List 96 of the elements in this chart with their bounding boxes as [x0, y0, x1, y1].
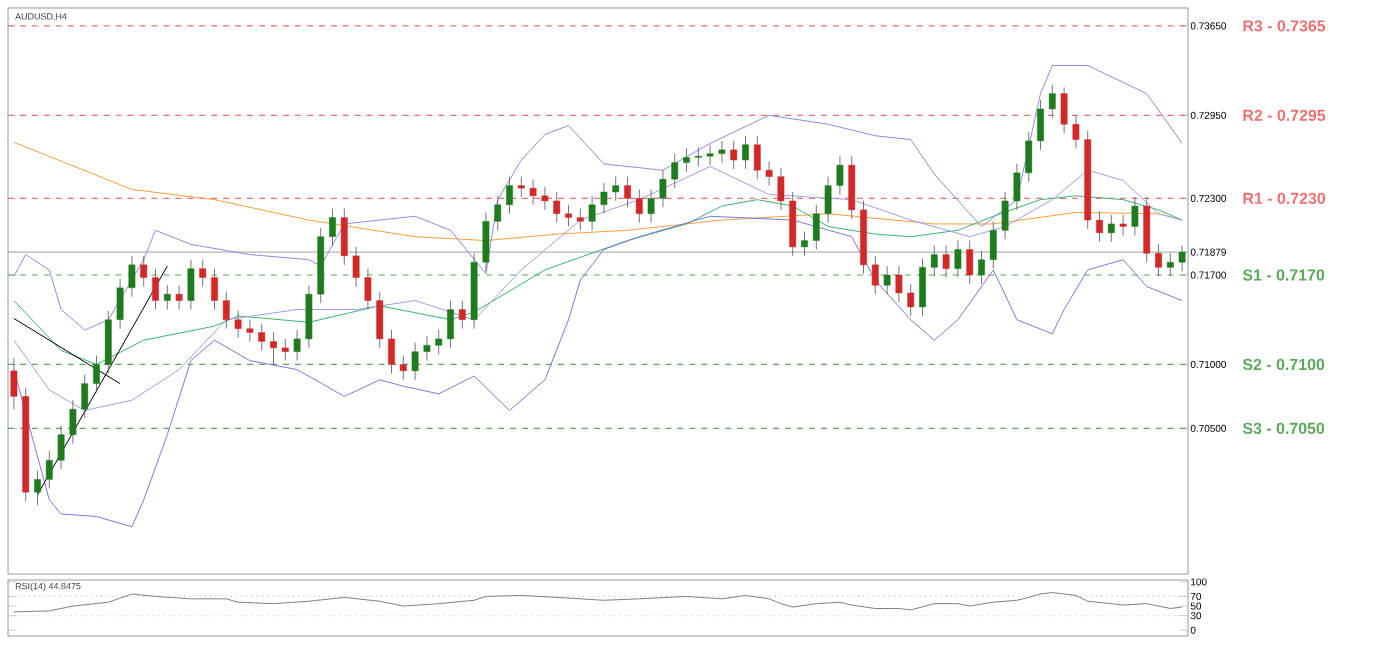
candlestick: [246, 319, 254, 342]
candlestick: [234, 310, 242, 339]
candlestick: [293, 329, 301, 362]
candlestick: [211, 268, 218, 310]
candlestick: [612, 176, 620, 202]
candlestick: [45, 450, 53, 489]
candlestick: [340, 208, 348, 266]
candlestick: [506, 176, 513, 215]
candlestick: [140, 255, 148, 287]
candlestick: [187, 259, 195, 310]
candlestick: [753, 135, 761, 180]
candlestick: [199, 259, 207, 287]
candlestick: [222, 291, 230, 330]
candlestick: [163, 284, 171, 310]
candlestick: [281, 338, 289, 362]
candlestick: [907, 283, 915, 317]
candlestick: [1166, 252, 1174, 277]
candlestick: [1107, 214, 1115, 243]
candlestick: [376, 291, 384, 349]
candlestick: [883, 265, 891, 295]
candlestick: [435, 329, 443, 355]
candlestick: [1048, 84, 1056, 119]
candlestick: [482, 212, 490, 272]
candlestick: [1001, 191, 1009, 240]
candlestick: [848, 155, 856, 220]
candlestick: [270, 332, 277, 365]
candlestick: [352, 246, 360, 287]
candlestick: [954, 240, 962, 278]
candlestick: [565, 204, 572, 227]
candlestick: [494, 195, 502, 231]
candlestick: [411, 342, 419, 381]
candlestick: [706, 144, 714, 166]
candlestick: [364, 268, 372, 310]
candlestick: [104, 310, 112, 374]
candlestick: [57, 425, 65, 470]
candlestick: [258, 323, 266, 351]
candlestick: [152, 268, 159, 310]
candlestick: [871, 255, 879, 295]
candlestick: [10, 357, 18, 410]
candlestick: [942, 245, 950, 278]
candlestick: [388, 329, 395, 374]
candlestick: [447, 300, 454, 349]
candlestick: [93, 355, 100, 393]
candlestick: [423, 335, 431, 362]
candlestick: [128, 255, 136, 298]
candlestick: [812, 204, 820, 250]
candlestick: [647, 189, 655, 224]
candlestick: [69, 399, 77, 445]
candlestick: [1119, 214, 1127, 236]
candlestick: [1037, 99, 1044, 151]
candlestick: [116, 278, 124, 330]
candlestick: [730, 140, 738, 170]
candlestick: [789, 191, 797, 257]
candlestick: [683, 148, 690, 172]
candlestick: [742, 135, 749, 170]
candlestick: [517, 176, 525, 198]
candlestick: [399, 355, 407, 381]
candlestick: [659, 169, 667, 208]
candlestick: [576, 208, 584, 231]
candlestick: [895, 265, 903, 303]
candlestick: [836, 155, 844, 195]
candlestick: [1096, 210, 1103, 243]
candlestick: [824, 176, 832, 224]
candlestick: [600, 182, 608, 215]
candlestick: [1143, 196, 1151, 263]
candlestick: [635, 189, 643, 224]
line-series: [13, 165, 1183, 411]
candlestick: [458, 300, 466, 330]
candlestick: [553, 191, 561, 224]
candlestick: [529, 178, 537, 206]
candlestick: [718, 140, 726, 163]
candlestick: [34, 470, 41, 506]
candlestick: [1072, 114, 1080, 149]
candlestick: [930, 245, 938, 277]
candlestick: [541, 186, 549, 211]
candlestick: [1060, 86, 1068, 134]
candlestick: [1131, 196, 1139, 236]
candlestick: [329, 208, 336, 247]
candlestick: [777, 167, 785, 211]
candlestick: [801, 231, 808, 257]
candlestick: [1025, 131, 1033, 183]
candlestick: [919, 258, 926, 317]
candlestick: [624, 176, 631, 208]
candlestick: [175, 284, 183, 310]
candlestick: [978, 250, 985, 285]
candlestick: [305, 284, 313, 349]
candlestick: [1155, 243, 1162, 277]
candlestick: [81, 374, 89, 419]
candlestick: [671, 153, 679, 189]
candlestick: [989, 220, 997, 270]
candlestick: [588, 195, 596, 231]
candlestick: [694, 146, 702, 167]
candlestick: [765, 160, 773, 186]
candlestick: [1013, 163, 1021, 211]
candlestick: [1178, 245, 1186, 272]
candlestick: [966, 240, 974, 285]
